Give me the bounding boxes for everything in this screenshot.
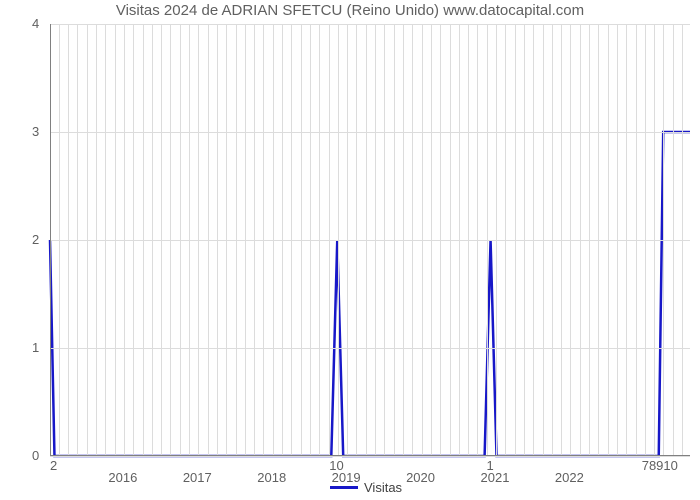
gridline-vertical [338,24,339,456]
y-tick-label: 3 [32,124,39,139]
gridline-vertical [236,24,237,456]
data-point-label: 2 [50,458,57,473]
gridline-vertical [273,24,274,456]
gridline-vertical [217,24,218,456]
gridline-vertical [96,24,97,456]
gridline-vertical [645,24,646,456]
gridline-vertical [617,24,618,456]
gridline-vertical [319,24,320,456]
gridline-horizontal [50,240,690,241]
gridline-vertical [282,24,283,456]
gridline-vertical [403,24,404,456]
gridline-vertical [580,24,581,456]
x-tick-label: 2020 [406,470,435,485]
gridline-vertical [384,24,385,456]
gridline-vertical [189,24,190,456]
gridline-vertical [636,24,637,456]
legend-swatch [330,486,358,489]
gridline-vertical [505,24,506,456]
gridline-vertical [77,24,78,456]
gridline-vertical [524,24,525,456]
gridline-vertical [198,24,199,456]
gridline-vertical [431,24,432,456]
gridline-vertical [124,24,125,456]
gridline-vertical [105,24,106,456]
gridline-vertical [245,24,246,456]
gridline-vertical [468,24,469,456]
gridline-vertical [663,24,664,456]
gridline-vertical [152,24,153,456]
gridline-vertical [310,24,311,456]
gridline-vertical [394,24,395,456]
gridline-vertical [570,24,571,456]
gridline-vertical [87,24,88,456]
gridline-horizontal [50,348,690,349]
gridline-vertical [552,24,553,456]
gridline-vertical [143,24,144,456]
y-tick-label: 0 [32,448,39,463]
gridline-vertical [68,24,69,456]
x-tick-label: 2022 [555,470,584,485]
gridline-horizontal [50,132,690,133]
x-tick-label: 2017 [183,470,212,485]
gridline-vertical [59,24,60,456]
gridline-vertical [422,24,423,456]
gridline-vertical [366,24,367,456]
gridline-vertical [329,24,330,456]
y-axis-line [50,24,51,456]
gridline-vertical [477,24,478,456]
gridline-vertical [347,24,348,456]
data-point-label: 10 [329,458,343,473]
gridline-vertical [133,24,134,456]
gridline-vertical [254,24,255,456]
gridline-vertical [440,24,441,456]
gridline-vertical [375,24,376,456]
gridline-vertical [356,24,357,456]
gridline-vertical [263,24,264,456]
y-tick-label: 4 [32,16,39,31]
y-tick-label: 1 [32,340,39,355]
gridline-vertical [598,24,599,456]
x-tick-label: 2021 [481,470,510,485]
x-axis-line [50,455,690,456]
gridline-vertical [450,24,451,456]
gridline-vertical [115,24,116,456]
plot-area [50,24,690,456]
gridline-vertical [208,24,209,456]
gridline-vertical [459,24,460,456]
gridline-vertical [682,24,683,456]
gridline-vertical [515,24,516,456]
gridline-vertical [291,24,292,456]
data-point-label: 78910 [642,458,678,473]
chart-title: Visitas 2024 de ADRIAN SFETCU (Reino Uni… [0,2,700,19]
gridline-vertical [561,24,562,456]
legend-label: Visitas [364,480,402,495]
x-tick-label: 2018 [257,470,286,485]
gridline-vertical [543,24,544,456]
gridline-horizontal [50,24,690,25]
gridline-vertical [654,24,655,456]
y-tick-label: 2 [32,232,39,247]
gridline-vertical [161,24,162,456]
x-tick-label: 2016 [108,470,137,485]
gridline-vertical [673,24,674,456]
chart-container: Visitas 2024 de ADRIAN SFETCU (Reino Uni… [0,0,700,500]
gridline-vertical [487,24,488,456]
gridline-vertical [412,24,413,456]
gridline-vertical [180,24,181,456]
gridline-vertical [496,24,497,456]
gridline-vertical [170,24,171,456]
gridline-vertical [226,24,227,456]
gridline-vertical [626,24,627,456]
gridline-vertical [589,24,590,456]
gridline-vertical [301,24,302,456]
data-point-label: 1 [487,458,494,473]
gridline-vertical [533,24,534,456]
gridline-vertical [608,24,609,456]
